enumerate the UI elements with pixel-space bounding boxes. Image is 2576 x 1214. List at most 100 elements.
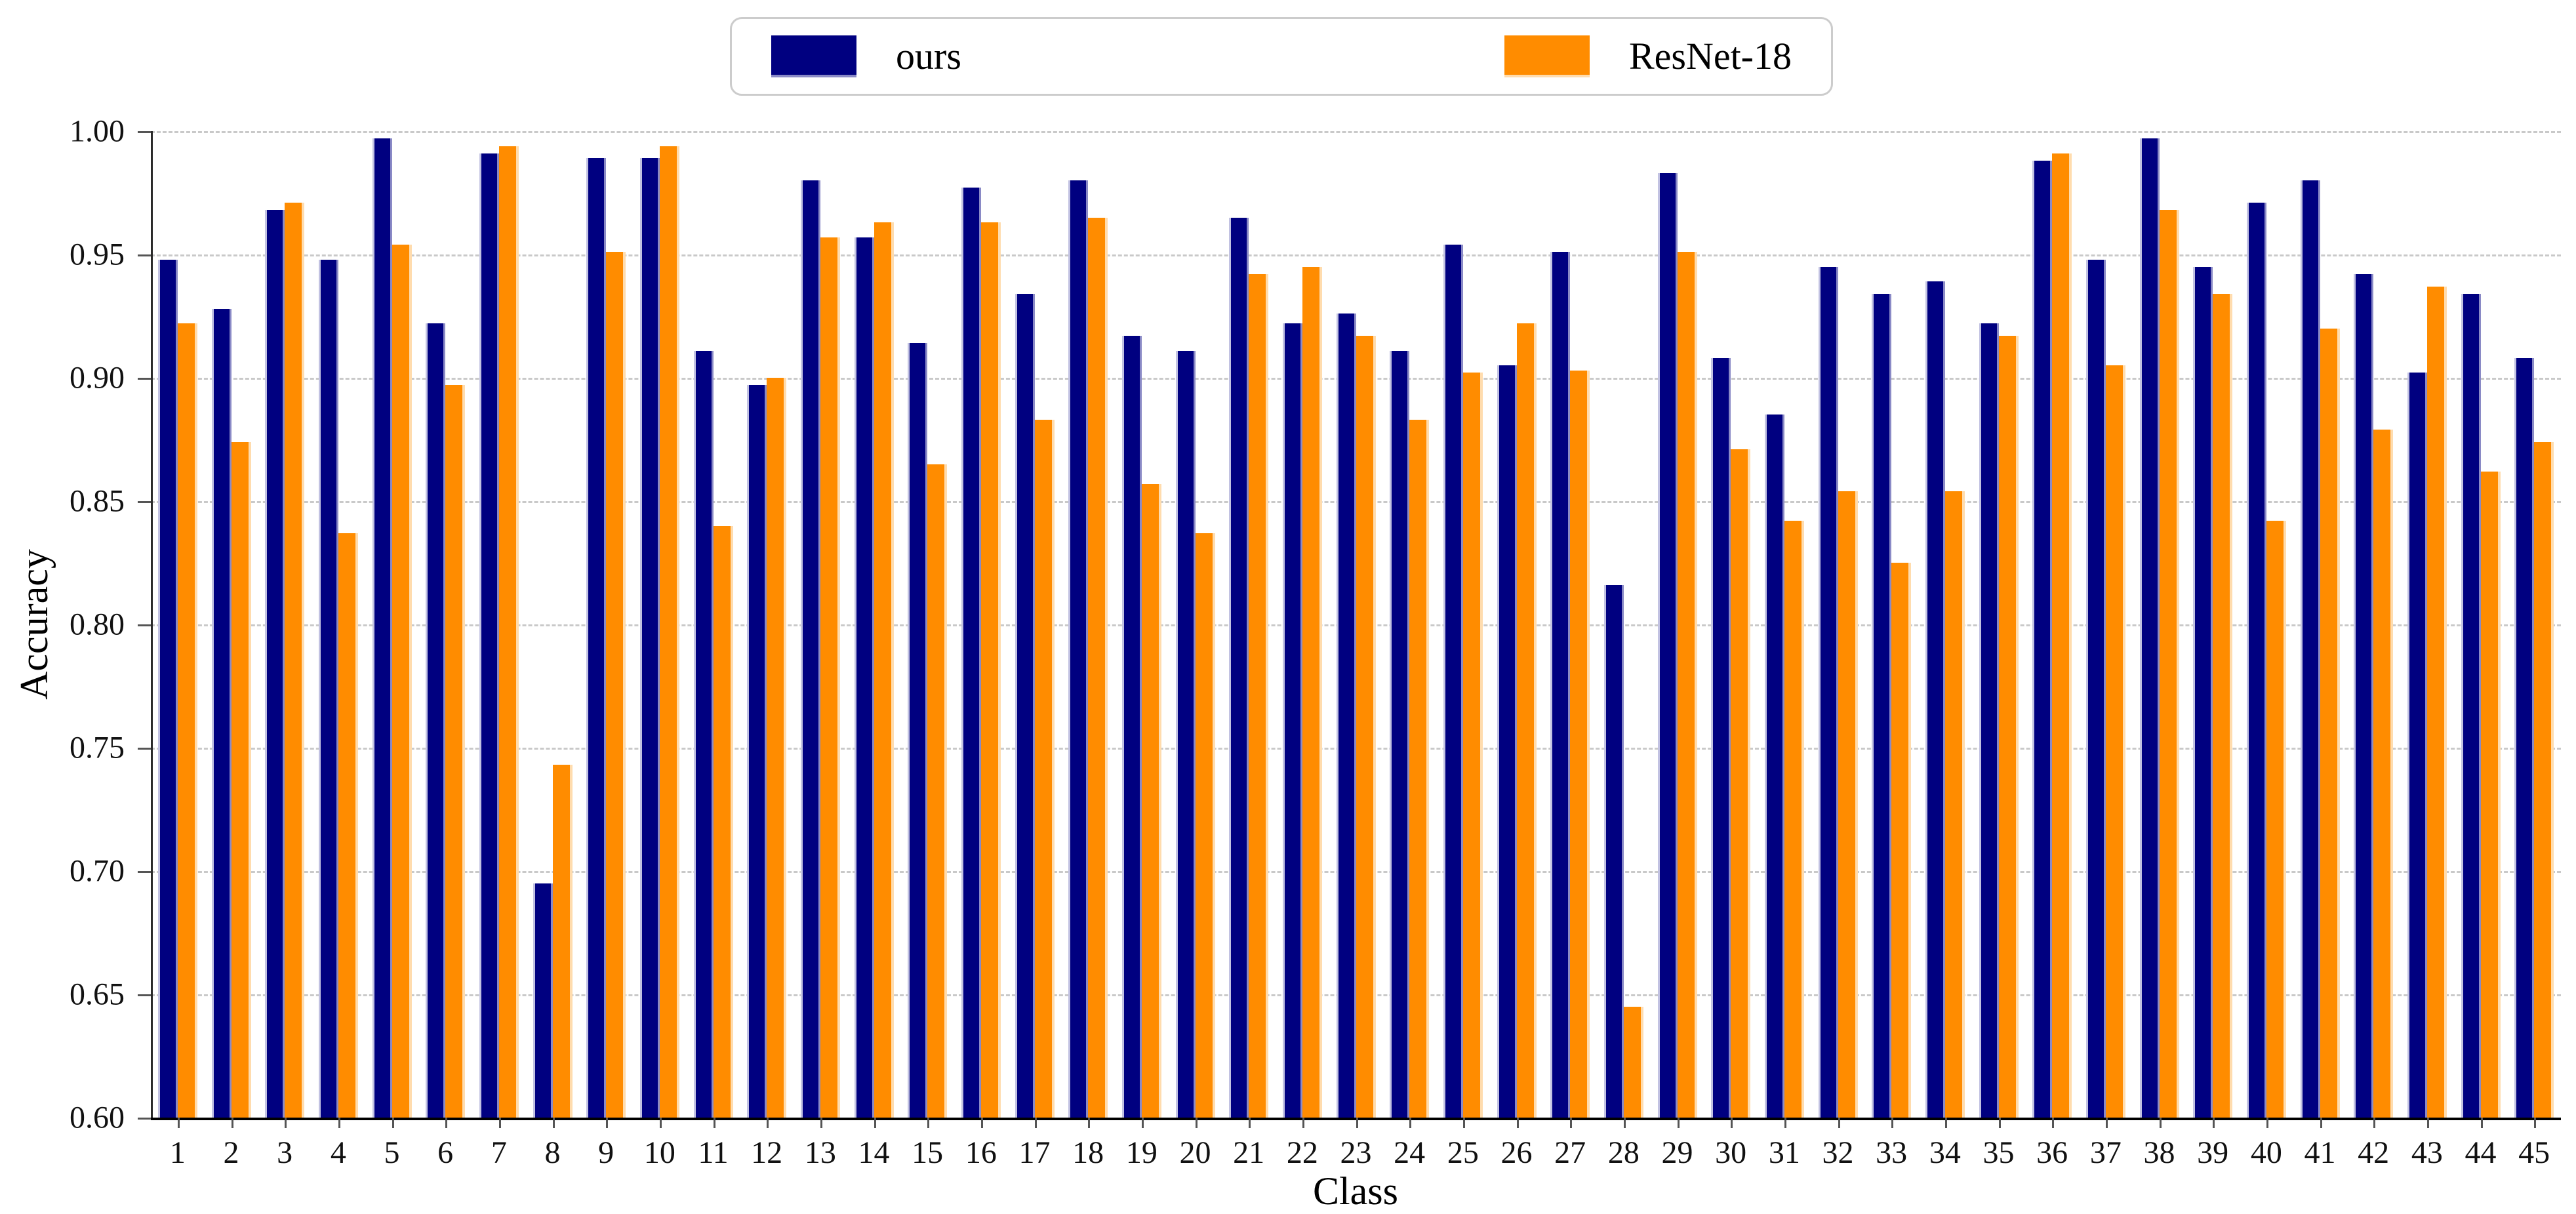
bar-ours-class-27 [1550, 252, 1571, 1118]
bar-ours-class-29 [1657, 172, 1678, 1118]
legend-entry-resnet18: ResNet-18 [1504, 35, 1792, 77]
x-tick [1462, 1118, 1465, 1128]
y-tick [138, 871, 151, 873]
x-tick [927, 1118, 930, 1128]
bar-resnet18-class-2 [231, 441, 251, 1118]
x-tick-label: 33 [1876, 1135, 1908, 1170]
bar-ours-class-25 [1443, 244, 1463, 1118]
bar-ours-class-5 [372, 138, 392, 1118]
x-tick [498, 1118, 501, 1128]
x-tick-label: 24 [1394, 1135, 1426, 1170]
x-tick [1570, 1118, 1573, 1128]
bar-resnet18-class-16 [980, 222, 1001, 1118]
bar-resnet18-class-20 [1195, 533, 1215, 1118]
x-tick-label: 29 [1661, 1135, 1693, 1170]
bar-resnet18-class-27 [1570, 370, 1590, 1118]
x-tick [1195, 1118, 1197, 1128]
bar-resnet18-class-39 [2213, 294, 2233, 1118]
bar-resnet18-class-37 [2105, 365, 2125, 1118]
bar-ours-class-45 [2514, 357, 2535, 1118]
x-tick [2105, 1118, 2108, 1128]
bar-ours-class-17 [1015, 294, 1035, 1118]
y-tick [138, 131, 151, 133]
bar-ours-class-10 [639, 158, 660, 1118]
bar-resnet18-class-24 [1409, 419, 1430, 1118]
x-tick [1034, 1118, 1037, 1128]
bar-ours-class-11 [693, 350, 714, 1118]
bar-ours-class-44 [2461, 294, 2481, 1118]
bar-resnet18-class-23 [1356, 336, 1376, 1118]
x-tick [2266, 1118, 2268, 1128]
x-tick-label: 25 [1447, 1135, 1479, 1170]
bar-ours-class-37 [2085, 259, 2106, 1118]
x-tick [874, 1118, 876, 1128]
x-tick [1088, 1118, 1091, 1128]
bar-resnet18-class-30 [1731, 449, 1751, 1118]
y-tick [138, 1118, 151, 1120]
y-tick [138, 501, 151, 503]
bar-ours-class-13 [800, 180, 820, 1118]
bar-ours-class-14 [854, 237, 874, 1118]
x-tick-label: 22 [1286, 1135, 1318, 1170]
x-tick [338, 1118, 340, 1128]
bar-ours-class-23 [1336, 314, 1356, 1118]
x-tick-label: 34 [1929, 1135, 1961, 1170]
y-tick [138, 624, 151, 626]
y-tick-label: 0.80 [70, 607, 125, 642]
bar-resnet18-class-9 [606, 252, 626, 1118]
y-tick [138, 994, 151, 996]
bar-ours-class-9 [586, 158, 607, 1118]
x-tick-label: 32 [1822, 1135, 1854, 1170]
bar-ours-class-22 [1282, 323, 1302, 1118]
bar-ours-class-43 [2407, 373, 2427, 1118]
x-tick [2052, 1118, 2055, 1128]
x-tick-label: 40 [2250, 1135, 2282, 1170]
x-tick [177, 1118, 180, 1128]
bar-ours-class-33 [1872, 294, 1892, 1118]
bar-resnet18-class-21 [1249, 274, 1269, 1118]
bar-resnet18-class-11 [713, 525, 733, 1118]
x-tick [2426, 1118, 2429, 1128]
x-tick [2373, 1118, 2376, 1128]
x-tick-label: 6 [437, 1135, 454, 1170]
x-tick [445, 1118, 448, 1128]
bar-resnet18-class-44 [2480, 471, 2501, 1118]
bar-resnet18-class-36 [2052, 153, 2072, 1118]
bar-ours-class-42 [2354, 274, 2374, 1118]
x-tick-label: 10 [643, 1135, 675, 1170]
bar-resnet18-class-19 [1141, 483, 1161, 1118]
x-tick-label: 21 [1233, 1135, 1265, 1170]
bar-ours-class-20 [1175, 350, 1196, 1118]
x-tick-label: 30 [1715, 1135, 1747, 1170]
bar-ours-class-30 [1711, 357, 1731, 1118]
x-tick [1677, 1118, 1680, 1128]
y-tick-label: 0.90 [70, 360, 125, 395]
bar-ours-class-39 [2193, 266, 2213, 1118]
bar-resnet18-class-10 [659, 146, 679, 1118]
x-tick-label: 2 [223, 1135, 239, 1170]
bar-ours-class-24 [1390, 350, 1410, 1118]
y-tick-label: 0.95 [70, 237, 125, 272]
x-tick-label: 12 [751, 1135, 783, 1170]
x-tick [285, 1118, 287, 1128]
bar-resnet18-class-4 [338, 533, 358, 1118]
bar-resnet18-class-41 [2320, 328, 2340, 1118]
x-tick-label: 14 [858, 1135, 890, 1170]
x-tick [552, 1118, 555, 1128]
bar-ours-class-28 [1603, 584, 1624, 1118]
bar-resnet18-class-26 [1516, 323, 1537, 1118]
bar-ours-class-36 [2032, 161, 2053, 1118]
y-tick-label: 0.70 [70, 853, 125, 889]
bar-ours-class-19 [1121, 336, 1142, 1118]
x-tick [1944, 1118, 1947, 1128]
x-tick-label: 9 [598, 1135, 614, 1170]
x-tick-label: 23 [1340, 1135, 1372, 1170]
x-tick [2213, 1118, 2215, 1128]
x-tick [1356, 1118, 1358, 1128]
x-tick-label: 39 [2197, 1135, 2229, 1170]
bar-resnet18-class-38 [2159, 210, 2179, 1118]
bar-ours-class-2 [211, 308, 231, 1118]
bar-resnet18-class-3 [285, 203, 305, 1118]
bar-ours-class-41 [2300, 180, 2320, 1118]
